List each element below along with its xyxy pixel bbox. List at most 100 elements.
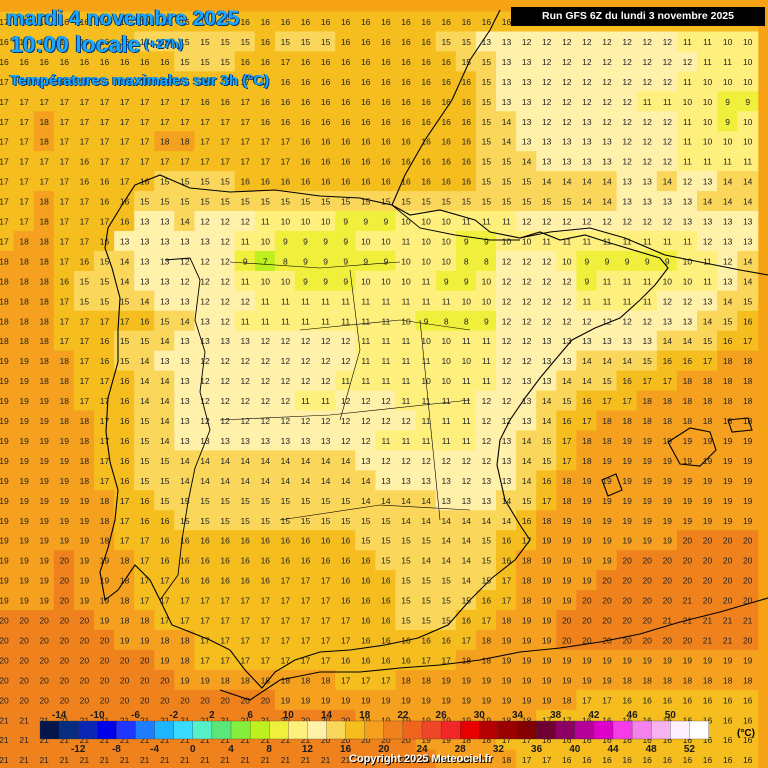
grid-value: 19 — [0, 416, 9, 426]
legend-swatch — [58, 720, 79, 740]
grid-value: 14 — [582, 376, 592, 386]
field-cell — [0, 330, 15, 352]
field-cell — [254, 350, 276, 372]
grid-value: 11 — [723, 157, 732, 167]
field-cell — [53, 91, 75, 113]
field-cell — [254, 749, 276, 768]
grid-value: 15 — [200, 496, 210, 506]
field-cell — [154, 211, 176, 232]
grid-value: 18 — [602, 436, 612, 446]
field-cell — [53, 490, 75, 512]
grid-value: 20 — [642, 616, 652, 626]
field-cell — [154, 91, 176, 113]
field-cell — [697, 410, 719, 432]
legend-swatch — [689, 720, 709, 740]
grid-value: 19 — [80, 556, 90, 566]
field-cell — [496, 111, 518, 133]
field-cell — [516, 669, 538, 691]
grid-value: 16 — [19, 37, 29, 47]
grid-value: 14 — [180, 316, 190, 326]
field-cell — [114, 350, 136, 372]
field-cell — [375, 111, 397, 133]
grid-value: 20 — [100, 695, 110, 705]
field-cell — [375, 11, 397, 33]
grid-value: 12 — [220, 376, 230, 386]
field-cell — [234, 390, 256, 412]
field-cell — [134, 370, 156, 392]
field-cell — [737, 749, 759, 768]
field-cell — [717, 330, 739, 352]
field-cell — [636, 191, 658, 212]
grid-value: 16 — [361, 37, 371, 47]
field-cell — [114, 470, 136, 492]
field-cell — [536, 390, 558, 412]
field-cell — [94, 11, 116, 33]
grid-value: 19 — [542, 536, 552, 546]
grid-value: 17 — [240, 137, 250, 147]
legend-swatch — [440, 720, 461, 740]
legend-swatch — [517, 720, 538, 740]
grid-value: 18 — [39, 276, 49, 286]
grid-value: 13 — [743, 236, 753, 246]
field-cell — [576, 689, 598, 711]
field-cell — [496, 490, 518, 512]
grid-value: 12 — [200, 217, 210, 227]
field-cell — [214, 649, 236, 671]
field-cell — [0, 450, 15, 472]
field-cell — [274, 530, 296, 552]
field-cell — [475, 310, 497, 332]
field-cell — [134, 131, 156, 153]
field-cell — [697, 630, 719, 651]
grid-value: 19 — [462, 715, 472, 725]
grid-value: 19 — [642, 655, 652, 665]
grid-value: 19 — [421, 715, 431, 725]
grid-value: 15 — [261, 197, 271, 207]
grid-value: 14 — [602, 356, 612, 366]
field-cell — [395, 610, 417, 631]
grid-value: 15 — [341, 197, 351, 207]
grid-value: 13 — [582, 117, 592, 127]
grid-value: 11 — [402, 236, 411, 246]
mallorca-outline — [667, 427, 717, 467]
grid-value: 19 — [582, 536, 592, 546]
field-cell — [154, 290, 176, 312]
grid-value: 16 — [120, 37, 130, 47]
grid-value: 19 — [39, 436, 49, 446]
grid-value: 21 — [321, 755, 331, 765]
field-cell — [395, 111, 417, 133]
grid-value: 11 — [321, 396, 330, 406]
grid-value: 16 — [341, 97, 351, 107]
grid-value: 18 — [39, 137, 49, 147]
grid-value: 20 — [401, 755, 411, 765]
field-cell — [455, 390, 477, 412]
field-cell — [656, 410, 678, 432]
grid-value: 16 — [200, 556, 210, 566]
legend-swatch — [364, 720, 385, 740]
field-cell — [355, 630, 377, 651]
field-cell — [294, 270, 316, 292]
field-cell — [274, 610, 296, 631]
field-cell — [415, 231, 437, 252]
field-cell — [194, 231, 216, 252]
grid-value: 15 — [462, 37, 472, 47]
field-cell — [676, 410, 698, 432]
grid-value: 11 — [723, 57, 732, 67]
field-cell — [194, 270, 216, 292]
field-cell — [556, 669, 578, 691]
grid-value: 14 — [140, 296, 150, 306]
grid-value: 16 — [301, 117, 311, 127]
grid-value: 13 — [180, 396, 190, 406]
grid-value: 19 — [39, 556, 49, 566]
grid-value: 16 — [663, 715, 673, 725]
grid-value: 21 — [140, 735, 150, 745]
grid-value: 13 — [180, 236, 190, 246]
field-cell — [717, 71, 739, 93]
grid-value: 18 — [502, 616, 512, 626]
field-cell — [717, 211, 739, 232]
field-cell — [53, 610, 75, 631]
grid-value: 14 — [240, 456, 250, 466]
grid-value: 21 — [200, 735, 210, 745]
grid-value: 16 — [683, 695, 693, 705]
grid-value: 19 — [703, 476, 713, 486]
grid-value: 19 — [361, 715, 371, 725]
